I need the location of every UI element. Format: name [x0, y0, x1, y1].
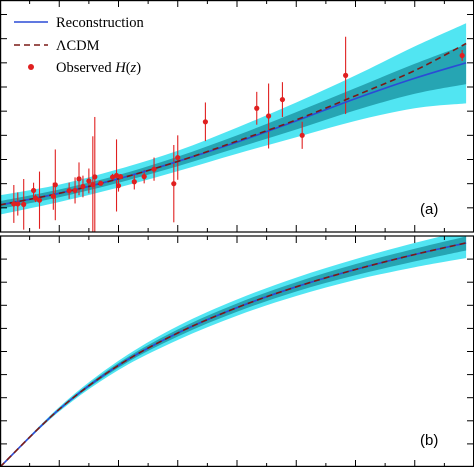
observed-point	[80, 183, 86, 190]
legend-observed-swatch	[28, 64, 34, 70]
observed-point	[72, 187, 78, 194]
panel-b-lcdm-line	[0, 242, 467, 467]
observed-point	[131, 179, 137, 185]
observed-point	[11, 201, 17, 207]
observed-point	[141, 174, 147, 180]
observed-point	[92, 174, 98, 180]
observed-point	[86, 178, 92, 184]
observed-point	[109, 174, 116, 180]
observed-point	[76, 176, 82, 182]
observed-point	[254, 105, 260, 111]
panel-a-observed-points	[11, 52, 465, 207]
observed-point	[21, 201, 27, 207]
observed-point	[36, 197, 43, 203]
panel-b-band-1sigma	[0, 236, 467, 467]
observed-point	[117, 174, 124, 180]
observed-point	[50, 193, 56, 199]
observed-point	[15, 201, 21, 207]
panel-b-frame	[0, 235, 474, 467]
legend-reconstruction-label: Reconstruction	[56, 15, 145, 31]
observed-point	[66, 188, 72, 194]
panel-a: Reconstruction ΛCDM Observed H(z) (a)	[0, 0, 474, 233]
legend-lcdm-label: ΛCDM	[56, 38, 100, 54]
panel-b-ticks	[0, 236, 474, 467]
panel-b-band-2sigma	[0, 236, 467, 467]
observed-point	[202, 119, 208, 125]
observed-point	[151, 166, 157, 172]
observed-point	[30, 187, 37, 194]
observed-point	[171, 181, 177, 187]
legend: Reconstruction ΛCDM Observed H(z)	[14, 15, 145, 76]
panel-b: (b)	[0, 235, 474, 467]
observed-point	[52, 182, 58, 188]
observed-point	[343, 72, 349, 78]
observed-point	[115, 183, 122, 189]
observed-point	[459, 52, 465, 59]
panel-a-lcdm-line	[0, 42, 467, 206]
panel-a-label: (a)	[420, 201, 438, 218]
panel-a-band-1sigma	[0, 44, 467, 209]
observed-point	[98, 180, 104, 186]
observed-point	[279, 96, 286, 103]
observed-point	[175, 154, 181, 161]
observed-point	[113, 172, 120, 179]
panel-b-label: (b)	[420, 432, 438, 449]
observed-point	[266, 113, 272, 119]
panel-b-reconstruction-line	[0, 242, 467, 467]
legend-observed-label: Observed H(z)	[56, 60, 141, 76]
observed-point	[32, 195, 39, 201]
observed-point	[299, 132, 305, 138]
observed-point	[90, 182, 96, 188]
